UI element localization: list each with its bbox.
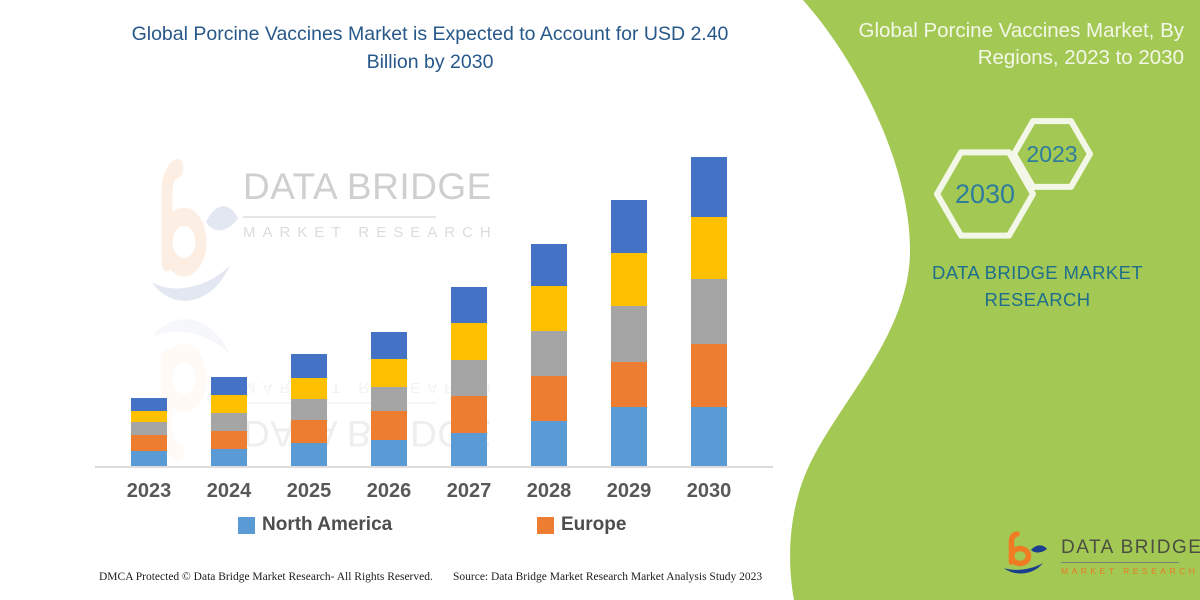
- bar-segment: [291, 442, 327, 466]
- hexagon-year-2030: 2030: [955, 179, 1015, 209]
- stacked-bar-2026: [371, 331, 407, 466]
- bar-segment: [211, 413, 247, 432]
- bar-segment: [211, 376, 247, 395]
- bar-segment: [451, 286, 487, 323]
- stacked-bar-2029: [611, 200, 647, 466]
- bar-segment: [451, 360, 487, 397]
- europe-swatch-icon: [537, 516, 554, 534]
- x-axis-label: 2026: [366, 480, 412, 502]
- bar-segment: [291, 419, 327, 443]
- bar-segment: [131, 435, 167, 451]
- bar-segment: [371, 331, 407, 359]
- bar-segment: [531, 420, 567, 466]
- bar-segment: [131, 450, 167, 466]
- brand-logo-divider: [1061, 561, 1179, 563]
- bar-segment: [611, 200, 647, 254]
- bar-segment: [691, 406, 727, 466]
- stacked-bar-2023: [131, 397, 167, 466]
- legend-item-north-america: North America: [238, 514, 392, 536]
- brand-logo-tagline: MARKET RESEARCH: [1061, 565, 1199, 576]
- x-axis-label: 2029: [606, 480, 652, 502]
- green-panel-shape: [790, 0, 1200, 600]
- bar-segment: [451, 322, 487, 361]
- x-axis-label: 2023: [126, 480, 172, 502]
- bar-segment: [691, 156, 727, 218]
- stacked-bar-2030: [691, 156, 727, 466]
- bar-segment: [691, 279, 727, 344]
- watermark-divider: [243, 216, 436, 218]
- bar-segment: [611, 406, 647, 466]
- bar-segment: [291, 353, 327, 379]
- bar-segment: [371, 440, 407, 466]
- x-axis-label: 2027: [446, 480, 492, 502]
- legend-label: Europe: [561, 514, 627, 535]
- hexagon-2023-icon: [1011, 118, 1093, 190]
- bar-segment: [211, 431, 247, 450]
- brand-caption: DATA BRIDGE MARKET RESEARCH: [931, 262, 1144, 310]
- brand-logo-name: DATA BRIDGE: [1061, 536, 1200, 558]
- bar-segment: [451, 432, 487, 466]
- legend-item-europe: Europe: [537, 514, 626, 536]
- bar-segment: [611, 306, 647, 362]
- bar-segment: [211, 394, 247, 414]
- legend-label: North America: [262, 514, 393, 535]
- x-axis-label: 2028: [526, 480, 572, 502]
- x-axis-label: 2025: [286, 480, 332, 502]
- north-america-swatch-icon: [238, 516, 255, 534]
- stacked-bar-2025: [291, 353, 327, 466]
- bar-segment: [371, 358, 407, 388]
- bar-segment: [691, 217, 727, 280]
- bar-segment: [531, 285, 567, 331]
- x-axis-line: [95, 466, 773, 468]
- bar-segment: [691, 343, 727, 407]
- hexagon-year-2023: 2023: [1026, 141, 1077, 167]
- bar-segment: [291, 399, 327, 420]
- stacked-bar-2028: [531, 244, 567, 466]
- bar-segment: [131, 397, 167, 411]
- chart-title: Global Porcine Vaccines Market is Expect…: [131, 23, 729, 74]
- x-axis-label: 2030: [686, 480, 732, 502]
- data-bridge-logo-icon: [1002, 531, 1052, 581]
- bar-segment: [611, 253, 647, 307]
- bar-segment: [371, 387, 407, 411]
- bar-segment: [371, 410, 407, 441]
- bar-segment: [531, 244, 567, 286]
- source-note: Source: Data Bridge Market Research Mark…: [453, 571, 763, 583]
- bar-segment: [211, 449, 247, 466]
- watermark-subtitle: MARKET RESEARCH: [243, 224, 498, 241]
- bar-segment: [291, 378, 327, 400]
- brand-logo: DATA BRIDGE MARKET RESEARCH: [1002, 531, 1200, 581]
- bar-segment: [531, 330, 567, 376]
- bar-segment: [531, 375, 567, 421]
- panel-title: Global Porcine Vaccines Market, By Regio…: [858, 19, 1184, 70]
- stacked-bar-2027: [451, 286, 487, 466]
- x-axis-label: 2024: [206, 480, 252, 502]
- background-watermark: DATA BRIDGE MARKET RESEARCH: [148, 158, 668, 333]
- bar-segment: [611, 361, 647, 407]
- hexagon-2030-icon: [934, 149, 1036, 239]
- chart-legend: North America Europe: [0, 514, 780, 538]
- bar-segment: [131, 410, 167, 423]
- dmca-notice: DMCA Protected © Data Bridge Market Rese…: [99, 571, 433, 583]
- stacked-bar-2024: [211, 376, 247, 466]
- bar-segment: [131, 422, 167, 435]
- bar-segment: [451, 396, 487, 433]
